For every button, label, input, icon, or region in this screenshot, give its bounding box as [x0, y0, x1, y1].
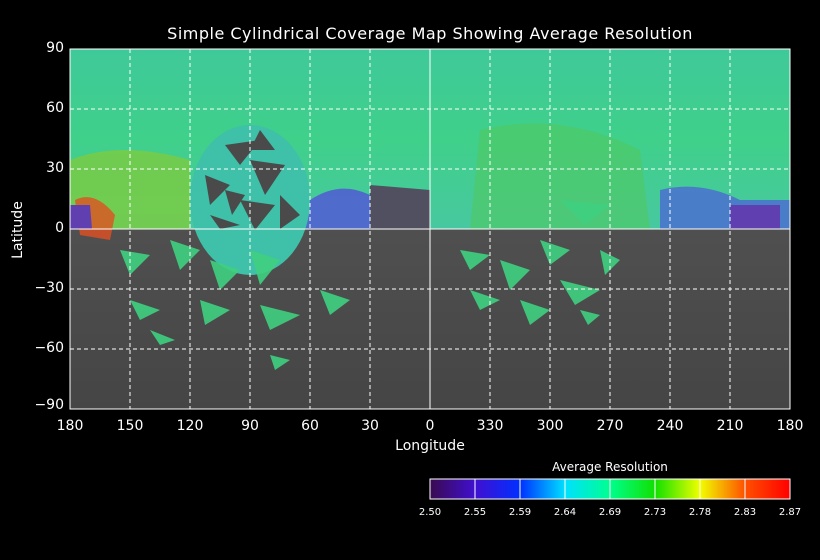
colorbar-tick: 2.55 [463, 507, 487, 518]
x-tick: 60 [301, 418, 319, 434]
colorbar-tick: 2.87 [778, 507, 802, 518]
y-tick: 30 [46, 160, 64, 176]
colorbar-tick: 2.59 [508, 507, 532, 518]
y-axis-label: Latitude [10, 201, 26, 259]
colorbar [429, 478, 791, 500]
y-tick: 60 [46, 100, 64, 116]
x-tick: 270 [596, 418, 624, 434]
x-axis-label: Longitude [395, 438, 465, 454]
y-tick: −30 [34, 280, 64, 296]
x-tick: 0 [425, 418, 435, 434]
y-tick: −60 [34, 340, 64, 356]
x-tick: 120 [176, 418, 204, 434]
colorbar-title: Average Resolution [552, 460, 668, 474]
colorbar-tick: 2.73 [643, 507, 667, 518]
x-tick: 180 [776, 418, 804, 434]
colorbar-tick: 2.50 [418, 507, 442, 518]
colorbar-tick: 2.78 [688, 507, 712, 518]
x-tick: 330 [476, 418, 504, 434]
x-tick: 30 [361, 418, 379, 434]
x-tick: 150 [116, 418, 144, 434]
colorbar-tick: 2.64 [553, 507, 577, 518]
x-tick: 90 [241, 418, 259, 434]
colorbar-tick: 2.69 [598, 507, 622, 518]
y-tick: 90 [46, 40, 64, 56]
grid-lines [69, 48, 791, 410]
y-tick: 0 [55, 220, 64, 236]
y-tick: −90 [34, 397, 64, 413]
x-tick: 180 [56, 418, 84, 434]
colorbar-tick: 2.83 [733, 507, 757, 518]
x-tick: 300 [536, 418, 564, 434]
x-tick: 210 [716, 418, 744, 434]
x-tick: 240 [656, 418, 684, 434]
chart-title: Simple Cylindrical Coverage Map Showing … [167, 24, 693, 43]
